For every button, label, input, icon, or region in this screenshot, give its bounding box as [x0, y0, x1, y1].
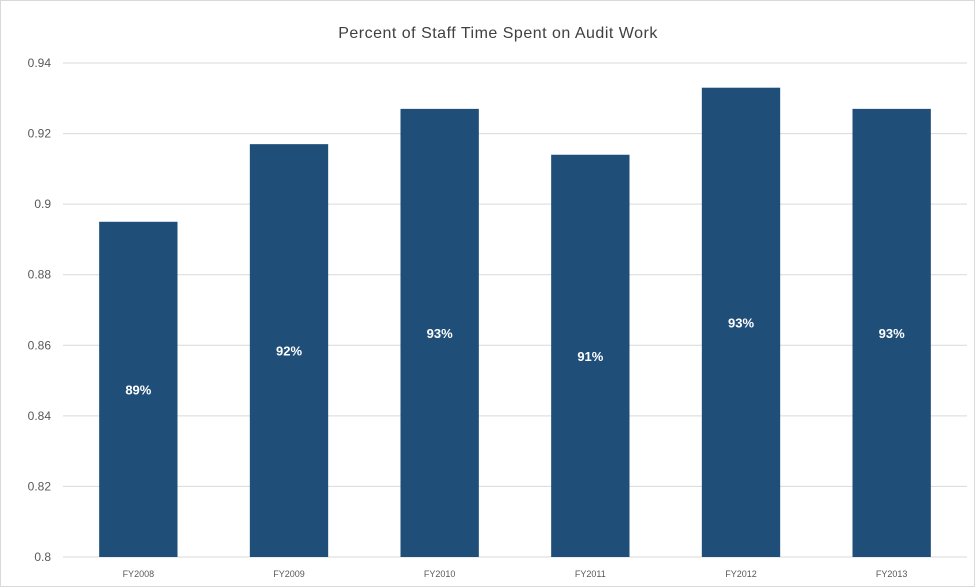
data-label: 93%: [728, 315, 754, 330]
bar-fy2012: [701, 87, 781, 557]
x-tick-label: FY2013: [876, 569, 908, 579]
x-axis-ticks: FY2008 FY2009 FY2010 FY2011 FY2012 FY2013: [123, 569, 908, 579]
data-labels: 89% 92% 93% 91% 93% 93%: [125, 315, 905, 397]
data-label: 92%: [276, 344, 302, 359]
bar-fy2008: [99, 221, 178, 558]
data-label: 93%: [427, 326, 453, 341]
x-tick-label: FY2012: [725, 569, 757, 579]
data-label: 91%: [577, 349, 603, 364]
bar-fy2010: [400, 108, 479, 557]
y-tick-label: 0.9: [34, 197, 51, 211]
bars: [99, 87, 931, 558]
x-tick-label: FY2009: [273, 569, 305, 579]
x-tick-label: FY2008: [123, 569, 155, 579]
y-tick-label: 0.8: [34, 550, 51, 564]
x-tick-label: FY2010: [424, 569, 456, 579]
bar-fy2013: [852, 108, 931, 557]
y-tick-label: 0.86: [28, 338, 52, 352]
y-tick-label: 0.92: [28, 127, 52, 141]
y-tick-label: 0.94: [28, 56, 52, 70]
data-label: 93%: [879, 326, 905, 341]
gridlines: [63, 62, 967, 558]
y-tick-label: 0.88: [28, 268, 52, 282]
chart-title: Percent of Staff Time Spent on Audit Wor…: [338, 25, 658, 42]
y-tick-label: 0.84: [28, 409, 52, 423]
y-axis-ticks: 0.8 0.82 0.84 0.86 0.88 0.9 0.92 0.94: [28, 56, 52, 564]
y-tick-label: 0.82: [28, 479, 52, 493]
x-tick-label: FY2011: [575, 569, 606, 579]
bar-fy2009: [249, 144, 329, 557]
bar-fy2011: [551, 154, 630, 557]
data-label: 89%: [125, 382, 151, 397]
